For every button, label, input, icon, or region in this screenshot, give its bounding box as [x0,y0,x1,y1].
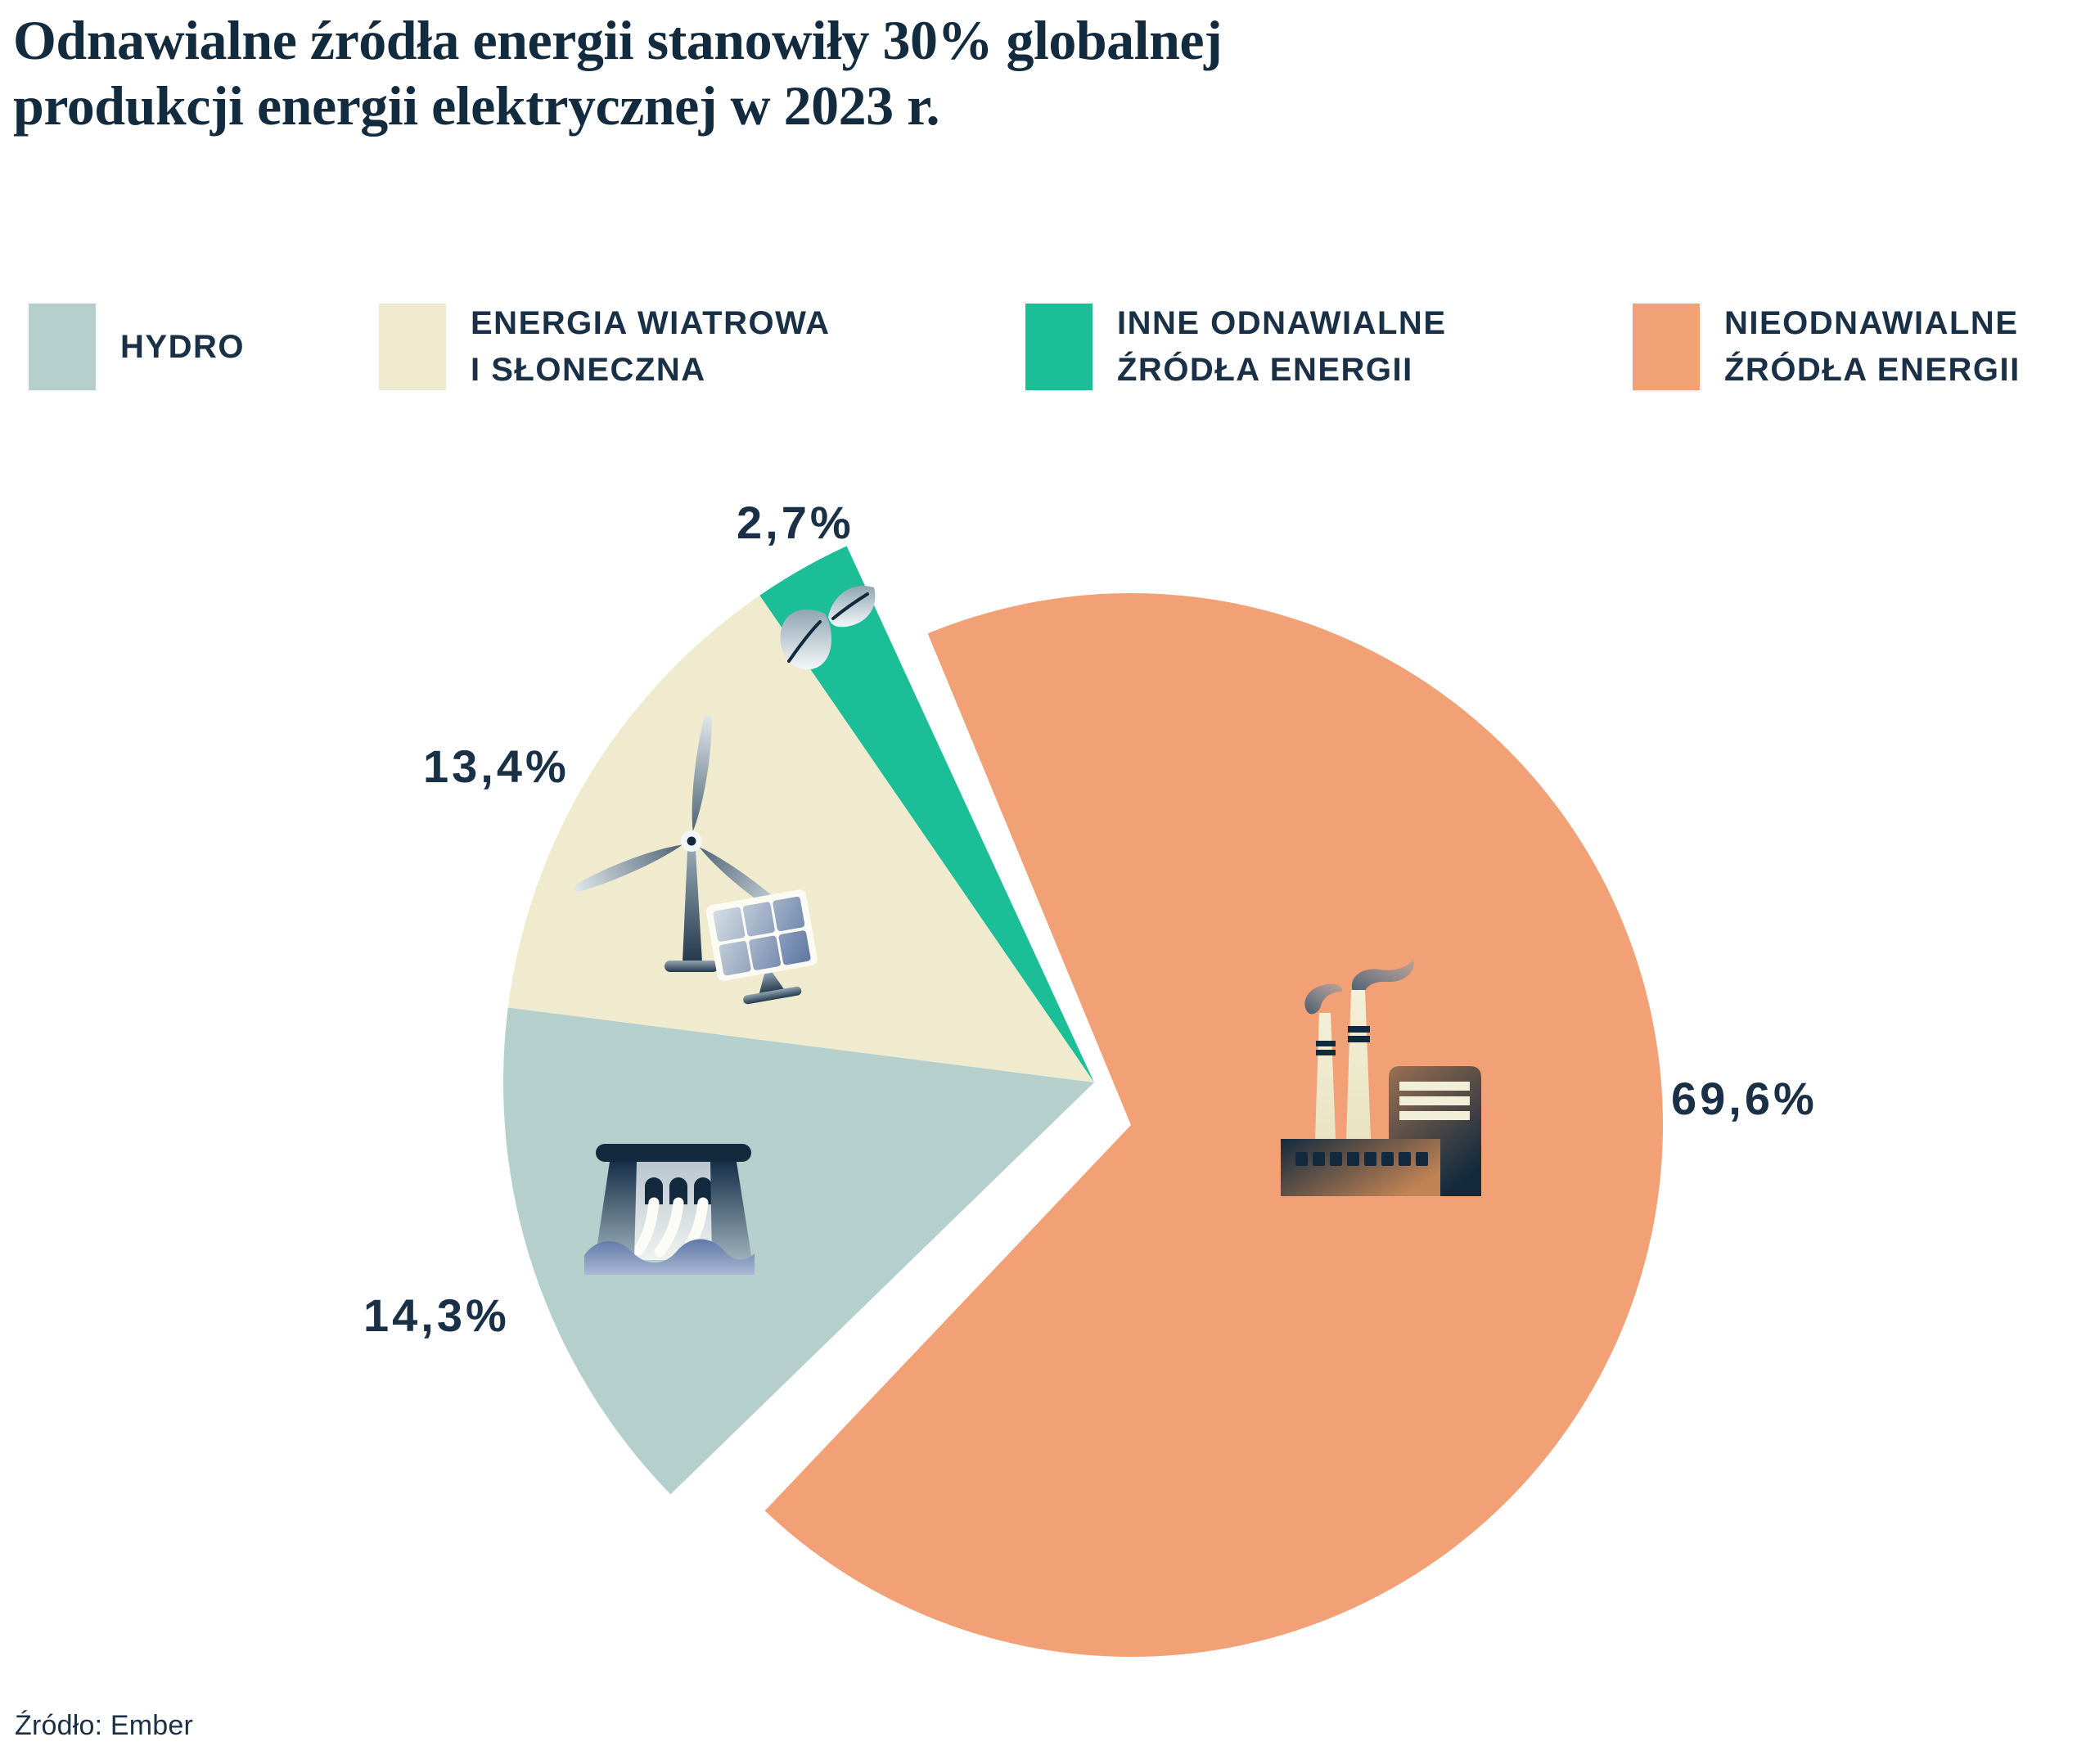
source-note: Źródło: Ember [15,1710,194,1741]
slice-label-other-renewables: 2,7% [737,497,854,548]
pie-slice-energia-wiatrowa-i-s-oneczna [507,595,1094,1082]
factory-icon [1281,960,1481,1196]
dam-icon [584,1144,755,1275]
legend-label-nonrenewables: NIEODNAWIALNE ŹRÓDŁA ENERGII [1724,305,2021,388]
legend: HYDRO ENERGIA WIATROWA I SŁONECZNA INNE … [0,301,2095,396]
pie-slice-nieodnawialne-r-d-a-energii [764,592,1664,1657]
leaf-icon [780,585,876,670]
pie-slice-inne-odnawialne-r-d-a-energii [759,546,1094,1082]
slice-label-hydro: 14,3% [363,1289,510,1341]
pie-slices [502,546,1664,1657]
slice-label-wind-solar: 13,4% [423,740,570,792]
legend-label-wind-solar: ENERGIA WIATROWA I SŁONECZNA [471,305,831,388]
slice-label-nonrenewables: 69,6% [1671,1073,1818,1124]
legend-label-other-renewables: INNE ODNAWIALNE ŹRÓDŁA ENERGII [1117,305,1447,388]
legend-item-nonrenewables: NIEODNAWIALNE ŹRÓDŁA ENERGII [1633,301,2021,393]
legend-item-wind-solar: ENERGIA WIATROWA I SŁONECZNA [379,301,831,393]
legend-swatch-hydro [29,304,96,390]
legend-swatch-nonrenewables [1633,304,1700,390]
legend-label-hydro: HYDRO [120,328,245,365]
legend-item-other-renewables: INNE ODNAWIALNE ŹRÓDŁA ENERGII [1025,301,1447,393]
page-title: Odnawialne źródła energii stanowiły 30% … [13,9,1223,137]
pie-slice-hydro [502,1007,1094,1495]
legend-item-hydro: HYDRO [29,301,245,393]
legend-swatch-wind-solar [379,304,446,390]
solar-panel-icon [705,889,818,1005]
legend-swatch-other-renewables [1025,304,1093,390]
